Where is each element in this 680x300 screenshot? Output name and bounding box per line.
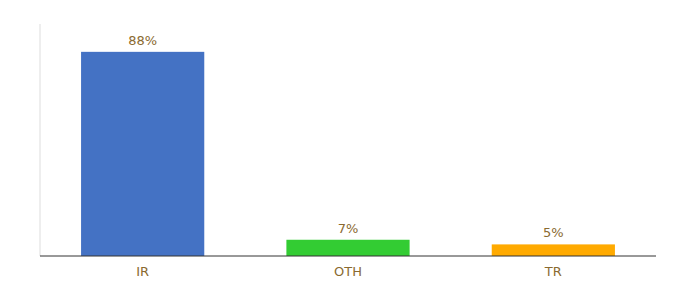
bar	[81, 52, 204, 256]
x-tick-label: IR	[136, 264, 149, 279]
data-label: 7%	[338, 221, 359, 236]
bars	[81, 52, 615, 256]
bar	[492, 244, 615, 256]
data-label: 5%	[543, 225, 564, 240]
bar	[286, 240, 409, 256]
x-tick-label: OTH	[334, 264, 362, 279]
x-axis-line	[40, 256, 656, 257]
data-label: 88%	[128, 33, 157, 48]
chart: IR OTH TR 88% 7% 5%	[0, 0, 680, 300]
y-axis-line	[40, 24, 41, 256]
chart-container: IR OTH TR 88% 7% 5%	[0, 0, 680, 300]
x-tick-label: TR	[544, 264, 562, 279]
